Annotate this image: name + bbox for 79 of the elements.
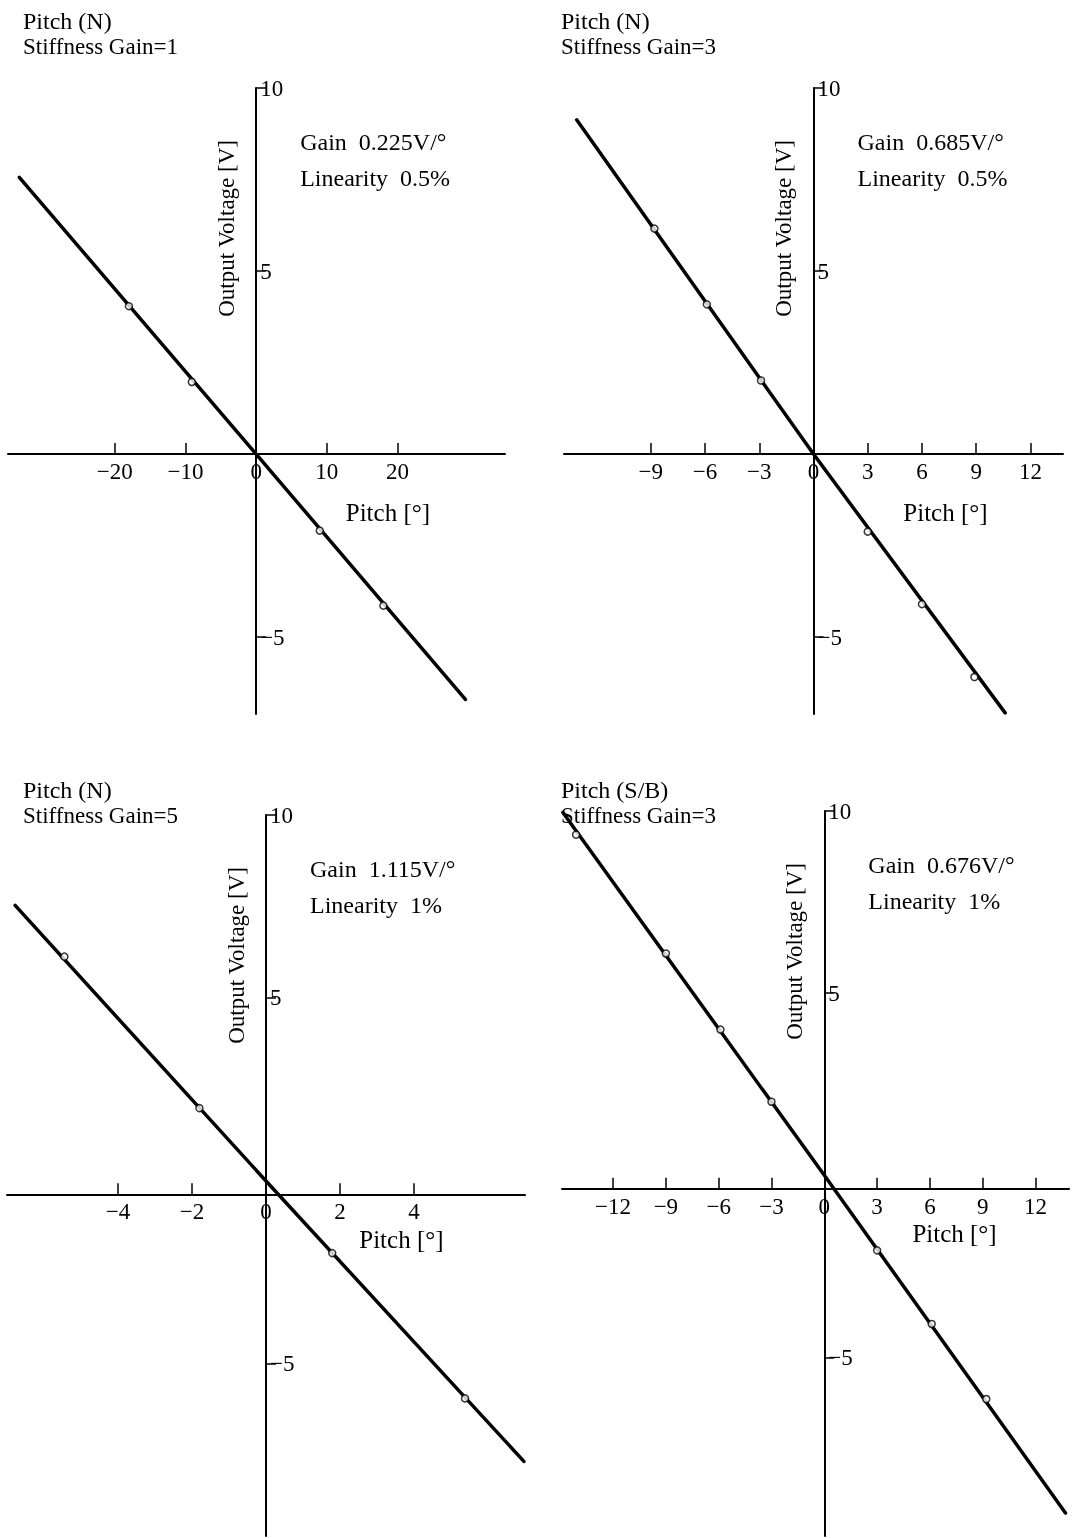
- point: [187, 377, 197, 387]
- annotation: Linearity 1%: [310, 892, 442, 918]
- y-tick-label: −5: [270, 1351, 295, 1377]
- point: [970, 672, 979, 682]
- point: [872, 1246, 882, 1255]
- chart-subtitle: Stiffness Gain=3: [561, 34, 717, 59]
- x-tick-label: 6: [916, 459, 928, 485]
- annotation: Linearity 0.5%: [857, 165, 1008, 191]
- point: [767, 1097, 776, 1106]
- x-tick-label: 10: [315, 459, 339, 485]
- chart-title: Pitch (N): [561, 8, 650, 34]
- x-tick-label: −9: [653, 1193, 679, 1219]
- y-tick-label: 10: [270, 802, 293, 828]
- y-axis-title: Output Voltage [V]: [213, 140, 239, 317]
- point: [60, 952, 69, 961]
- annotation: Linearity 1%: [868, 888, 1001, 914]
- point: [379, 601, 388, 610]
- y-axis-title: Output Voltage [V]: [781, 863, 807, 1040]
- x-tick-label: 20: [386, 459, 410, 485]
- point: [124, 301, 134, 311]
- x-tick-label: 4: [408, 1199, 421, 1225]
- point: [927, 1319, 936, 1329]
- x-tick-label: −6: [706, 1193, 731, 1219]
- point: [917, 599, 927, 609]
- y-tick-label: 10: [817, 75, 841, 101]
- point: [327, 1248, 337, 1258]
- y-axis-title: Output Voltage [V]: [223, 867, 249, 1044]
- x-tick-label: −2: [179, 1199, 205, 1225]
- annotation: Linearity 0.5%: [300, 165, 451, 191]
- y-tick-label: 5: [828, 980, 840, 1006]
- x-tick-label: 2: [334, 1199, 346, 1225]
- y-tick-label: 10: [260, 75, 284, 101]
- annotation: Gain 0.225V/°: [300, 129, 447, 155]
- x-tick-label: −6: [692, 459, 718, 485]
- x-axis-title: Pitch [°]: [912, 1220, 997, 1248]
- x-tick-label: −20: [96, 459, 133, 485]
- point: [702, 300, 712, 309]
- y-tick-label: 5: [817, 258, 829, 284]
- x-tick-label: 12: [1018, 459, 1042, 485]
- y-axis-title: Output Voltage [V]: [771, 140, 796, 317]
- point: [460, 1394, 470, 1403]
- y-tick-label: −5: [260, 624, 285, 650]
- point: [315, 526, 325, 535]
- chart-title: Pitch (N): [23, 8, 112, 34]
- y-tick-label: 10: [828, 798, 852, 824]
- x-tick-label: 6: [924, 1193, 936, 1219]
- x-tick-label: −10: [167, 459, 204, 485]
- point: [863, 527, 872, 536]
- x-tick-label: −4: [105, 1199, 131, 1225]
- x-tick-label: 9: [976, 1193, 989, 1219]
- x-tick-label: 3: [871, 1193, 883, 1219]
- x-tick-label: 3: [861, 459, 874, 485]
- point: [982, 1394, 991, 1404]
- y-tick-label: −5: [817, 624, 842, 650]
- y-tick-label: −5: [828, 1344, 853, 1370]
- x-tick-label: 12: [1024, 1193, 1048, 1219]
- chart-subtitle: Stiffness Gain=1: [23, 34, 179, 59]
- annotation: Gain 0.685V/°: [857, 129, 1004, 155]
- annotation: Gain 0.676V/°: [868, 852, 1015, 878]
- point: [571, 830, 581, 839]
- x-axis-title: Pitch [°]: [359, 1225, 444, 1253]
- x-tick-label: 9: [970, 459, 982, 485]
- point: [195, 1103, 204, 1113]
- chart-title: Pitch (N): [23, 777, 112, 803]
- y-tick-label: 5: [270, 985, 282, 1011]
- x-tick-label: −9: [638, 459, 664, 485]
- point: [650, 224, 659, 233]
- annotation: Gain 1.115V/°: [310, 856, 456, 882]
- x-axis-title: Pitch [°]: [345, 499, 431, 527]
- point: [716, 1025, 725, 1034]
- x-tick-label: −12: [595, 1193, 632, 1219]
- y-tick-label: 5: [260, 258, 272, 284]
- point: [661, 949, 671, 958]
- x-tick-label: −3: [747, 459, 772, 485]
- x-axis-title: Pitch [°]: [903, 499, 988, 527]
- chart-subtitle: Stiffness Gain=5: [23, 803, 179, 828]
- point: [756, 376, 766, 385]
- x-tick-label: −3: [759, 1193, 784, 1219]
- chart-title: Pitch (S/B): [561, 777, 669, 803]
